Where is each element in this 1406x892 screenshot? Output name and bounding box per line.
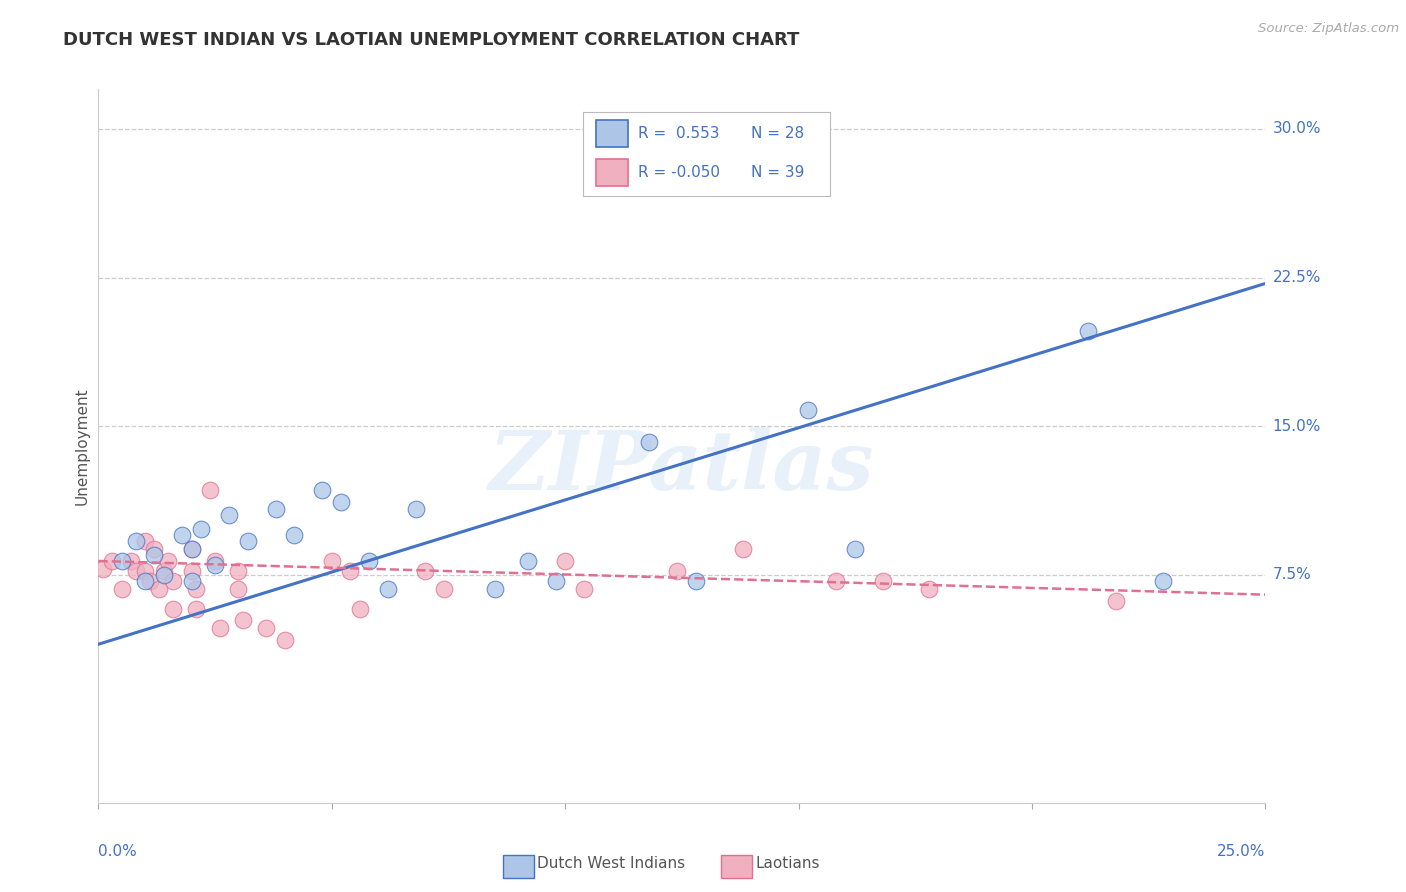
- Text: 0.0%: 0.0%: [98, 845, 138, 859]
- Text: N = 28: N = 28: [751, 126, 804, 141]
- Text: R =  0.553: R = 0.553: [638, 126, 718, 141]
- Text: N = 39: N = 39: [751, 165, 804, 180]
- Y-axis label: Unemployment: Unemployment: [75, 387, 90, 505]
- Text: 15.0%: 15.0%: [1272, 418, 1320, 434]
- Text: 30.0%: 30.0%: [1272, 121, 1320, 136]
- Text: Source: ZipAtlas.com: Source: ZipAtlas.com: [1258, 22, 1399, 36]
- Text: DUTCH WEST INDIAN VS LAOTIAN UNEMPLOYMENT CORRELATION CHART: DUTCH WEST INDIAN VS LAOTIAN UNEMPLOYMEN…: [63, 31, 800, 49]
- Text: 7.5%: 7.5%: [1272, 567, 1312, 582]
- Text: Dutch West Indians: Dutch West Indians: [537, 856, 685, 871]
- Text: 25.0%: 25.0%: [1218, 845, 1265, 859]
- FancyBboxPatch shape: [596, 159, 627, 186]
- Text: 22.5%: 22.5%: [1272, 270, 1320, 285]
- FancyBboxPatch shape: [596, 120, 627, 147]
- Text: R = -0.050: R = -0.050: [638, 165, 720, 180]
- Text: ZIPatlas: ZIPatlas: [489, 427, 875, 508]
- Text: Laotians: Laotians: [755, 856, 820, 871]
